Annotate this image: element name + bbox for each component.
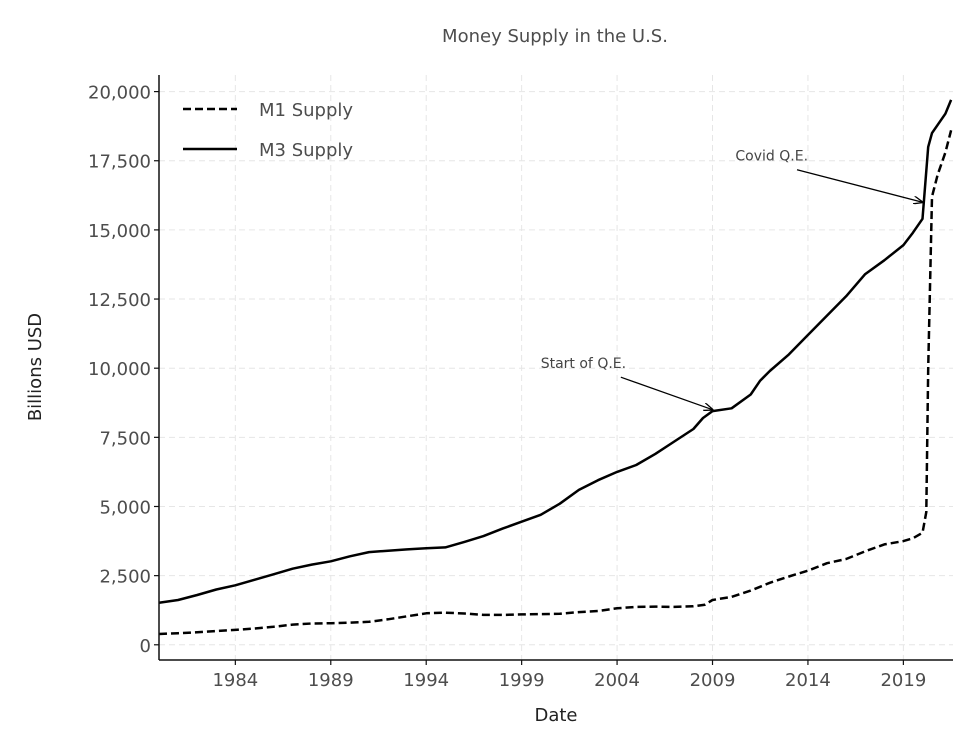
x-tick-label: 1999: [499, 670, 545, 691]
legend-label: M1 Supply: [259, 100, 353, 121]
y-tick-label: 2,500: [99, 567, 151, 588]
x-tick-label: 2019: [880, 670, 926, 691]
annotation-label: Covid Q.E.: [735, 149, 808, 165]
y-tick-label: 17,500: [88, 152, 151, 173]
grid-lines: [159, 75, 953, 660]
y-tick-label: 10,000: [88, 359, 151, 380]
y-axis-ticks: 0 2,500 5,000 7,500 10,000 12,500 15,000 17,500…: [88, 83, 159, 657]
y-tick-label: 12,500: [88, 290, 151, 311]
annotations: Start of Q.E. Covid Q.E.: [541, 149, 923, 410]
annotation-arrow: [796, 169, 922, 202]
y-tick-label: 20,000: [88, 83, 151, 104]
legend: M1 Supply M3 Supply: [183, 100, 353, 161]
x-tick-label: 2014: [785, 670, 831, 691]
series-line-m1-supply: [158, 129, 953, 636]
x-tick-label: 1994: [403, 670, 449, 691]
series-line-m3-supply: [158, 99, 953, 604]
chart-title: Money Supply in the U.S.: [442, 26, 668, 47]
x-axis-label: Date: [534, 705, 577, 726]
x-tick-label: 1989: [308, 670, 354, 691]
x-tick-label: 1984: [212, 670, 258, 691]
x-axis-ticks: 1984 1989 1994 1999 2004 2009 2014 2019: [212, 660, 926, 691]
series-layer: [158, 99, 953, 636]
y-tick-label: 0: [140, 636, 151, 657]
annotation-label: Start of Q.E.: [541, 356, 626, 372]
y-tick-label: 5,000: [99, 497, 151, 518]
legend-label: M3 Supply: [259, 140, 353, 161]
annotation-arrow: [620, 376, 713, 409]
y-tick-label: 7,500: [99, 428, 151, 449]
x-tick-label: 2004: [594, 670, 640, 691]
y-axis-label: Billions USD: [25, 313, 46, 421]
y-tick-label: 15,000: [88, 221, 151, 242]
x-tick-label: 2009: [690, 670, 736, 691]
